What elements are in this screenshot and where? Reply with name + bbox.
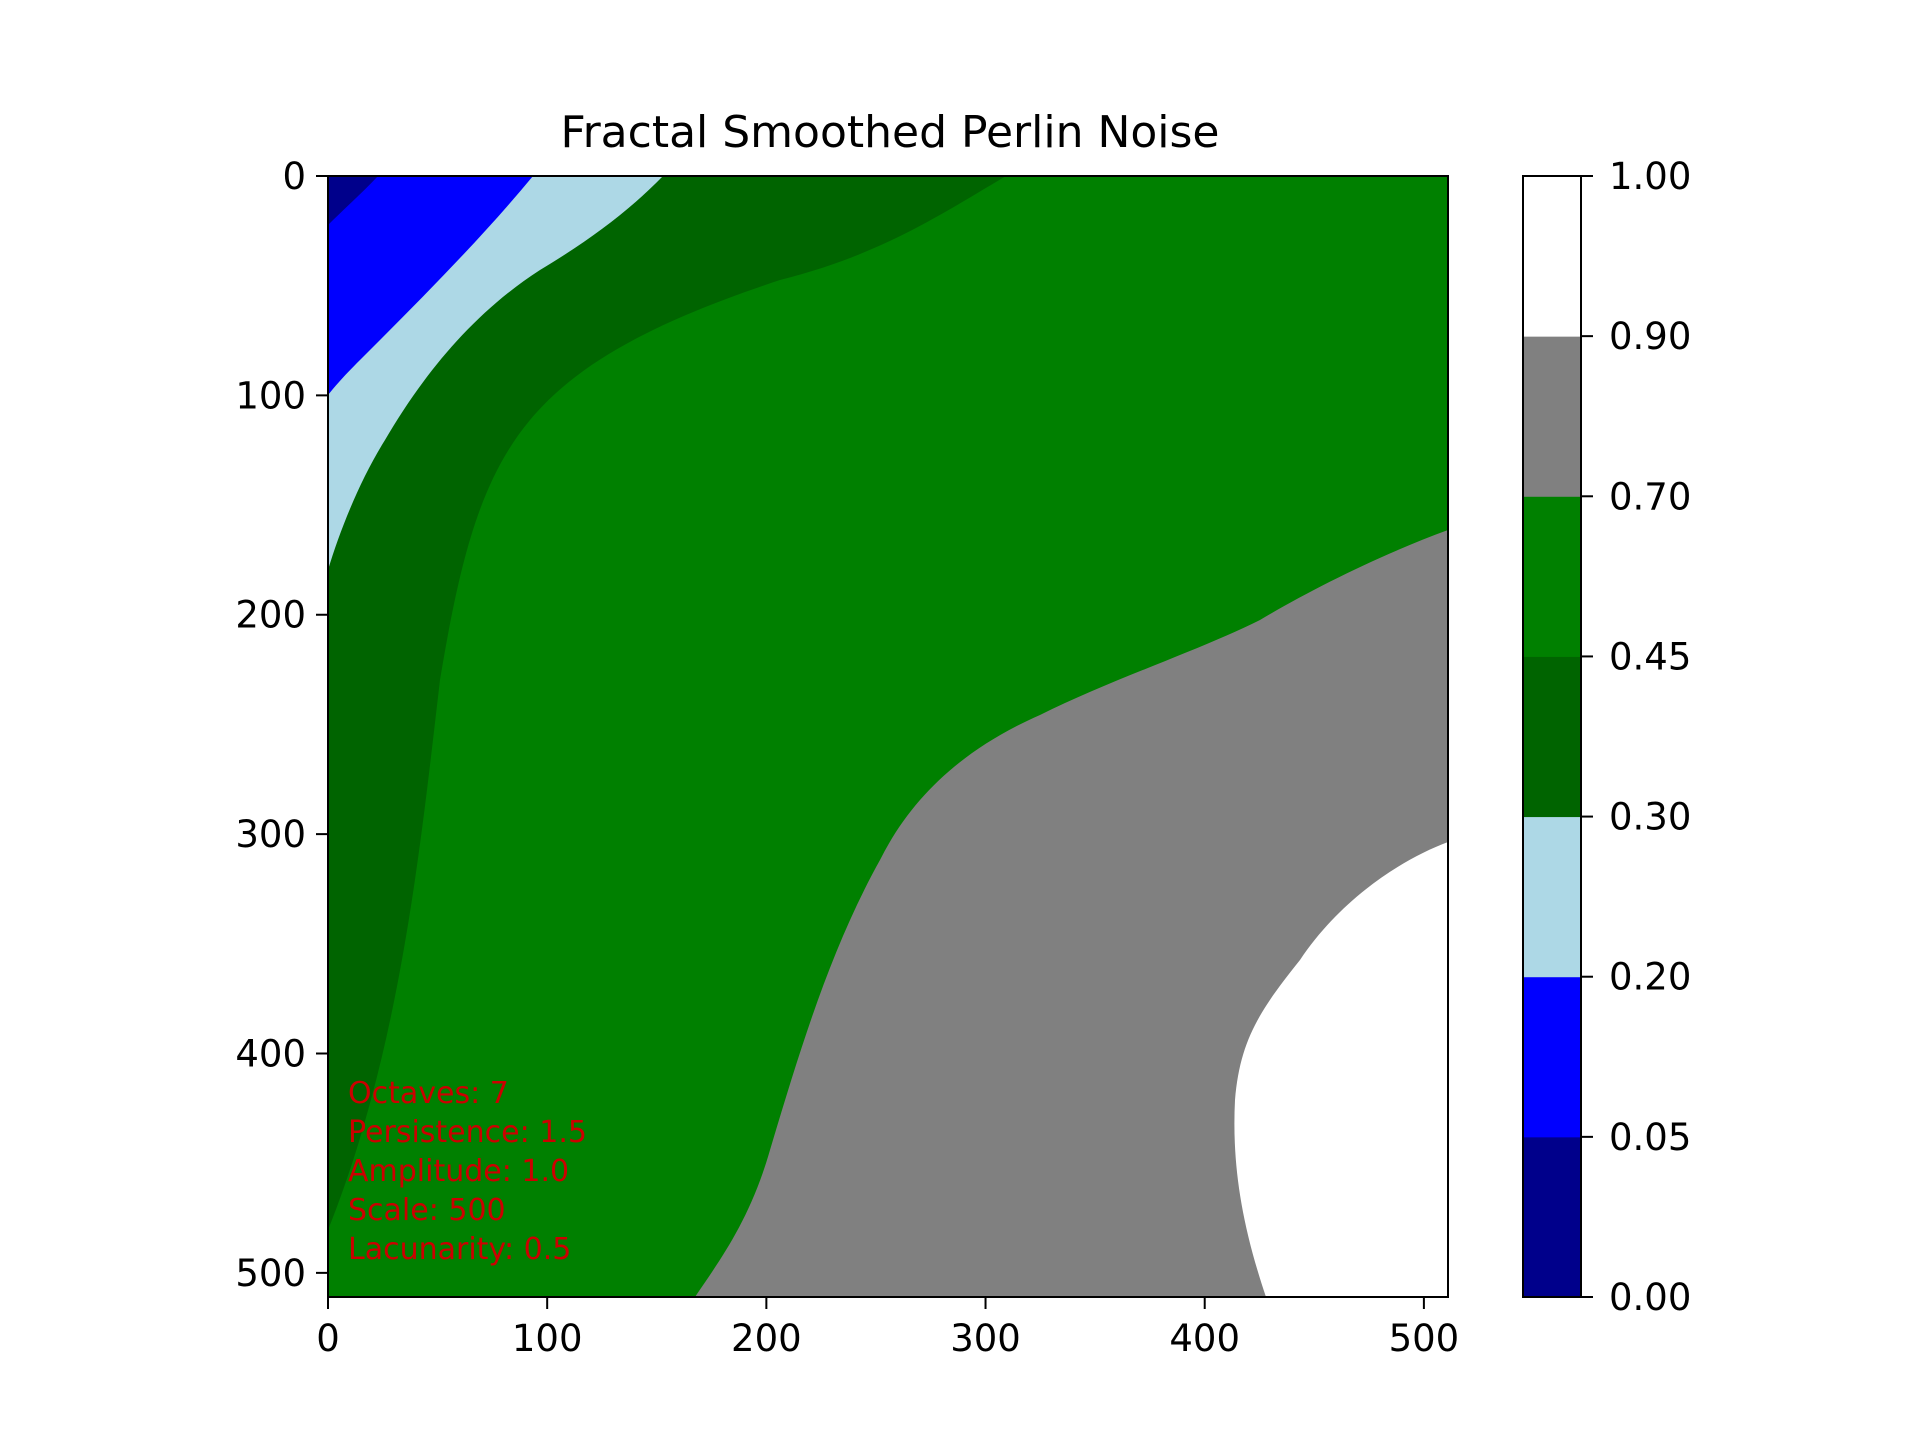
y-tick-label: 200 <box>235 594 306 637</box>
colorbar-band <box>1523 336 1581 497</box>
annotation-line: Lacunarity: 0.5 <box>348 1232 571 1267</box>
x-tick-label: 200 <box>731 1317 802 1360</box>
colorbar: 0.00 0.05 0.20 0.30 0.45 0.70 0.90 1.00 <box>1522 155 1691 1319</box>
colorbar-band <box>1523 656 1581 818</box>
annotation-line: Amplitude: 1.0 <box>348 1154 569 1189</box>
colorbar-band <box>1523 976 1581 1138</box>
x-tick-label: 500 <box>1389 1317 1460 1360</box>
x-tick-label: 300 <box>950 1317 1021 1360</box>
colorbar-band <box>1523 1136 1581 1298</box>
plot-frame <box>327 175 1449 1298</box>
plot-area <box>328 176 1448 1297</box>
colorbar-tick-label: 0.05 <box>1609 1116 1691 1159</box>
band-0.90-1.00 <box>1234 842 1448 1297</box>
x-tick-label: 100 <box>512 1317 583 1360</box>
y-tick-label: 400 <box>235 1032 306 1075</box>
chart-title: Fractal Smoothed Perlin Noise <box>560 107 1219 158</box>
parameter-annotations: Octaves: 7 Persistence: 1.5 Amplitude: 1.0… <box>348 1076 587 1267</box>
annotation-line: Scale: 500 <box>348 1193 506 1228</box>
band-0.30-0.45 <box>328 176 1006 1230</box>
y-tick-label: 500 <box>235 1252 306 1295</box>
y-tick-label: 100 <box>235 374 306 417</box>
annotation-line: Octaves: 7 <box>348 1076 509 1111</box>
colorbar-band <box>1523 176 1581 337</box>
colorbar-band <box>1523 496 1581 657</box>
band-0.05-0.20 <box>328 176 533 395</box>
colorbar-tick-label: 0.20 <box>1609 956 1691 999</box>
colorbar-tick-label: 0.30 <box>1609 796 1691 839</box>
colorbar-band <box>1523 816 1581 978</box>
y-tick-label: 0 <box>282 155 306 198</box>
colorbar-tick-label: 0.45 <box>1609 635 1691 678</box>
colorbar-tick-label: 0.90 <box>1609 315 1691 358</box>
colorbar-tick-label: 0.70 <box>1609 475 1691 518</box>
colorbar-tick-label: 1.00 <box>1609 155 1691 198</box>
x-tick-label: 0 <box>316 1317 340 1360</box>
y-axis: 0 100 200 300 400 500 <box>235 155 328 1295</box>
colorbar-frame <box>1522 175 1582 1298</box>
band-0.00-0.05 <box>328 176 378 225</box>
annotation-line: Persistence: 1.5 <box>348 1115 587 1150</box>
y-tick-label: 300 <box>235 813 306 856</box>
x-axis: 0 100 200 300 400 500 <box>316 1297 1459 1360</box>
x-tick-label: 400 <box>1169 1317 1240 1360</box>
colorbar-tick-label: 0.00 <box>1609 1276 1691 1319</box>
